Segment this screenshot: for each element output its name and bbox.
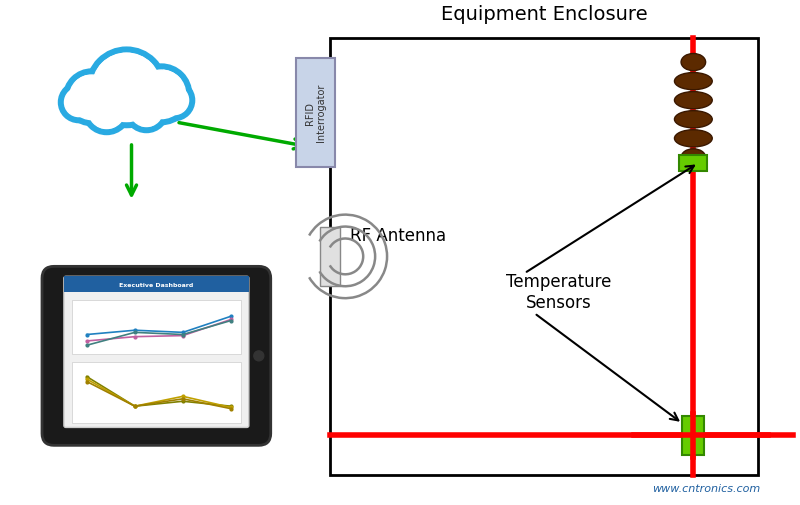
FancyBboxPatch shape <box>64 277 249 292</box>
Circle shape <box>88 93 125 129</box>
Circle shape <box>160 87 189 115</box>
Ellipse shape <box>674 112 712 129</box>
Circle shape <box>65 89 93 117</box>
Ellipse shape <box>674 92 712 110</box>
FancyBboxPatch shape <box>321 227 340 287</box>
FancyBboxPatch shape <box>64 277 249 428</box>
Circle shape <box>254 351 264 361</box>
Text: Temperature
Sensors: Temperature Sensors <box>506 272 612 311</box>
Ellipse shape <box>681 55 706 72</box>
Ellipse shape <box>674 130 712 147</box>
Circle shape <box>130 95 162 127</box>
Text: Equipment Enclosure: Equipment Enclosure <box>441 5 647 24</box>
FancyBboxPatch shape <box>330 38 758 475</box>
FancyBboxPatch shape <box>72 362 241 424</box>
Circle shape <box>92 54 161 122</box>
Circle shape <box>155 82 193 120</box>
FancyBboxPatch shape <box>679 156 707 172</box>
Text: RFID
Interrogator: RFID Interrogator <box>305 84 326 142</box>
Circle shape <box>88 49 166 127</box>
Ellipse shape <box>681 149 706 167</box>
Text: www.cntronics.com: www.cntronics.com <box>652 483 760 493</box>
FancyBboxPatch shape <box>42 267 270 445</box>
FancyBboxPatch shape <box>682 416 704 456</box>
Circle shape <box>65 71 118 125</box>
FancyBboxPatch shape <box>295 59 335 168</box>
Circle shape <box>126 90 167 132</box>
FancyBboxPatch shape <box>72 300 241 354</box>
Circle shape <box>60 84 98 122</box>
Circle shape <box>70 76 114 120</box>
Text: RF Antenna: RF Antenna <box>350 226 446 244</box>
Ellipse shape <box>674 73 712 90</box>
Circle shape <box>133 66 190 124</box>
Text: Executive Dashboard: Executive Dashboard <box>119 282 194 287</box>
Circle shape <box>84 88 130 134</box>
Circle shape <box>137 71 186 119</box>
